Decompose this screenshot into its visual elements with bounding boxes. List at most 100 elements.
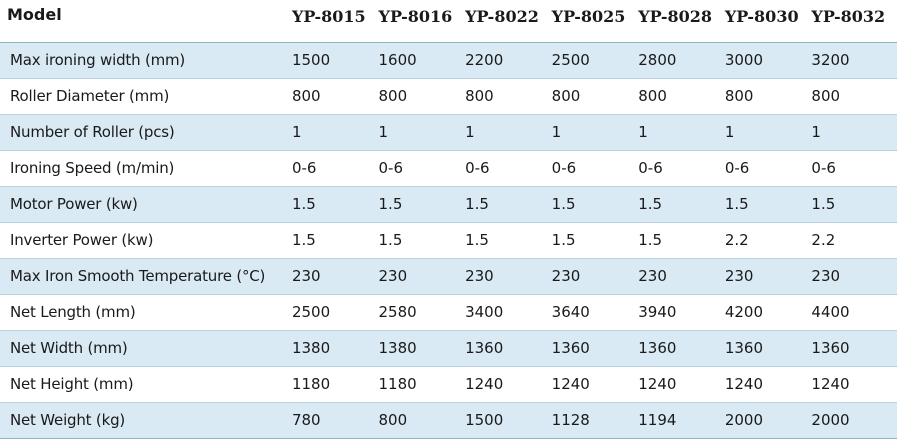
value-cell: 1.5	[465, 186, 552, 223]
row-label: Inverter Power (kw)	[0, 222, 292, 259]
row-label: Max Iron Smooth Temperature (°C)	[0, 258, 292, 295]
value-cell: 800	[378, 402, 466, 439]
table-row: Net Width (mm) 1380 1380 1360 1360 1360 1360 13…	[0, 330, 897, 367]
value-cell: 1600	[378, 42, 466, 79]
value-cell: 1	[291, 114, 379, 151]
value-cell: 0-6	[724, 150, 812, 187]
table-body: Max ironing width (mm) 1500 1600 2200 2500 28…	[0, 42, 897, 439]
value-cell: 230	[724, 258, 812, 295]
value-cell: 0-6	[551, 150, 639, 187]
value-cell: 1	[724, 114, 812, 151]
header-row: Model YP-8015 YP-8016 YP-8022 YP-8025 YP-802…	[0, 0, 897, 43]
table-header: Model YP-8015 YP-8016 YP-8022 YP-8025 YP-802…	[0, 0, 897, 43]
value-cell: 1240	[724, 366, 812, 403]
value-cell: 800	[465, 78, 552, 115]
value-cell: 1240	[638, 366, 725, 403]
value-cell: 0-6	[291, 150, 379, 187]
table-row: Motor Power (kw) 1.5 1.5 1.5 1.5 1.5 1.5 1.5	[0, 186, 897, 223]
value-cell: 3200	[811, 42, 897, 79]
value-cell: 0-6	[638, 150, 725, 187]
value-cell: 1.5	[638, 222, 725, 259]
value-cell: 230	[378, 258, 466, 295]
value-cell: 230	[291, 258, 379, 295]
table-row: Net Length (mm) 2500 2580 3400 3640 3940 4200 4…	[0, 294, 897, 331]
value-cell: 1	[551, 114, 639, 151]
value-cell: 2800	[638, 42, 725, 79]
value-cell: 1	[378, 114, 466, 151]
value-cell: 1500	[291, 42, 379, 79]
table-row: Net Weight (kg) 780 800 1500 1128 1194 2000 200…	[0, 402, 897, 439]
header-cell-yp-8025: YP-8025	[551, 0, 639, 43]
value-cell: 1	[465, 114, 552, 151]
value-cell: 3940	[638, 294, 725, 331]
value-cell: 2.2	[724, 222, 812, 259]
value-cell: 800	[638, 78, 725, 115]
value-cell: 4200	[724, 294, 812, 331]
value-cell: 0-6	[465, 150, 552, 187]
value-cell: 1.5	[551, 186, 639, 223]
value-cell: 1180	[291, 366, 379, 403]
value-cell: 2200	[465, 42, 552, 79]
value-cell: 1380	[378, 330, 466, 367]
value-cell: 1194	[638, 402, 725, 439]
value-cell: 1	[638, 114, 725, 151]
row-label: Net Weight (kg)	[0, 402, 292, 439]
value-cell: 3400	[465, 294, 552, 331]
value-cell: 1240	[811, 366, 897, 403]
value-cell: 230	[811, 258, 897, 295]
table-row: Roller Diameter (mm) 800 800 800 800 800 800 80…	[0, 78, 897, 115]
value-cell: 800	[378, 78, 466, 115]
value-cell: 800	[724, 78, 812, 115]
value-cell: 1500	[465, 402, 552, 439]
value-cell: 1360	[551, 330, 639, 367]
value-cell: 800	[291, 78, 379, 115]
value-cell: 3640	[551, 294, 639, 331]
value-cell: 1	[811, 114, 897, 151]
header-cell-yp-8016: YP-8016	[378, 0, 466, 43]
value-cell: 1360	[811, 330, 897, 367]
value-cell: 1380	[291, 330, 379, 367]
header-cell-yp-8030: YP-8030	[724, 0, 812, 43]
value-cell: 800	[811, 78, 897, 115]
table-row: Max ironing width (mm) 1500 1600 2200 2500 28…	[0, 42, 897, 79]
table-row: Net Height (mm) 1180 1180 1240 1240 1240 1240 1…	[0, 366, 897, 403]
value-cell: 780	[291, 402, 379, 439]
row-label: Motor Power (kw)	[0, 186, 292, 223]
header-cell-yp-8022: YP-8022	[465, 0, 552, 43]
value-cell: 2500	[291, 294, 379, 331]
value-cell: 0-6	[378, 150, 466, 187]
header-cell-yp-8015: YP-8015	[291, 0, 379, 43]
value-cell: 3000	[724, 42, 812, 79]
value-cell: 1360	[465, 330, 552, 367]
header-cell-yp-8032: YP-8032	[811, 0, 897, 43]
value-cell: 1180	[378, 366, 466, 403]
row-label: Net Length (mm)	[0, 294, 292, 331]
value-cell: 1240	[465, 366, 552, 403]
value-cell: 4400	[811, 294, 897, 331]
value-cell: 1240	[551, 366, 639, 403]
value-cell: 1.5	[378, 222, 466, 259]
table-row: Ironing Speed (m/min) 0-6 0-6 0-6 0-6 0-6 0-6 0…	[0, 150, 897, 187]
value-cell: 2580	[378, 294, 466, 331]
value-cell: 2000	[724, 402, 812, 439]
value-cell: 230	[638, 258, 725, 295]
value-cell: 0-6	[811, 150, 897, 187]
table-row: Number of Roller (pcs) 1 1 1 1 1 1 1	[0, 114, 897, 151]
value-cell: 1128	[551, 402, 639, 439]
table-row: Max Iron Smooth Temperature (°C) 230 230 23…	[0, 258, 897, 295]
value-cell: 1.5	[811, 186, 897, 223]
value-cell: 1.5	[465, 222, 552, 259]
value-cell: 1360	[724, 330, 812, 367]
value-cell: 2500	[551, 42, 639, 79]
value-cell: 1.5	[638, 186, 725, 223]
row-label: Ironing Speed (m/min)	[0, 150, 292, 187]
row-label: Net Height (mm)	[0, 366, 292, 403]
row-label: Net Width (mm)	[0, 330, 292, 367]
row-label: Max ironing width (mm)	[0, 42, 292, 79]
value-cell: 2.2	[811, 222, 897, 259]
value-cell: 2000	[811, 402, 897, 439]
value-cell: 1.5	[724, 186, 812, 223]
value-cell: 1.5	[378, 186, 466, 223]
row-label: Number of Roller (pcs)	[0, 114, 292, 151]
header-cell-model: Model	[0, 0, 292, 43]
